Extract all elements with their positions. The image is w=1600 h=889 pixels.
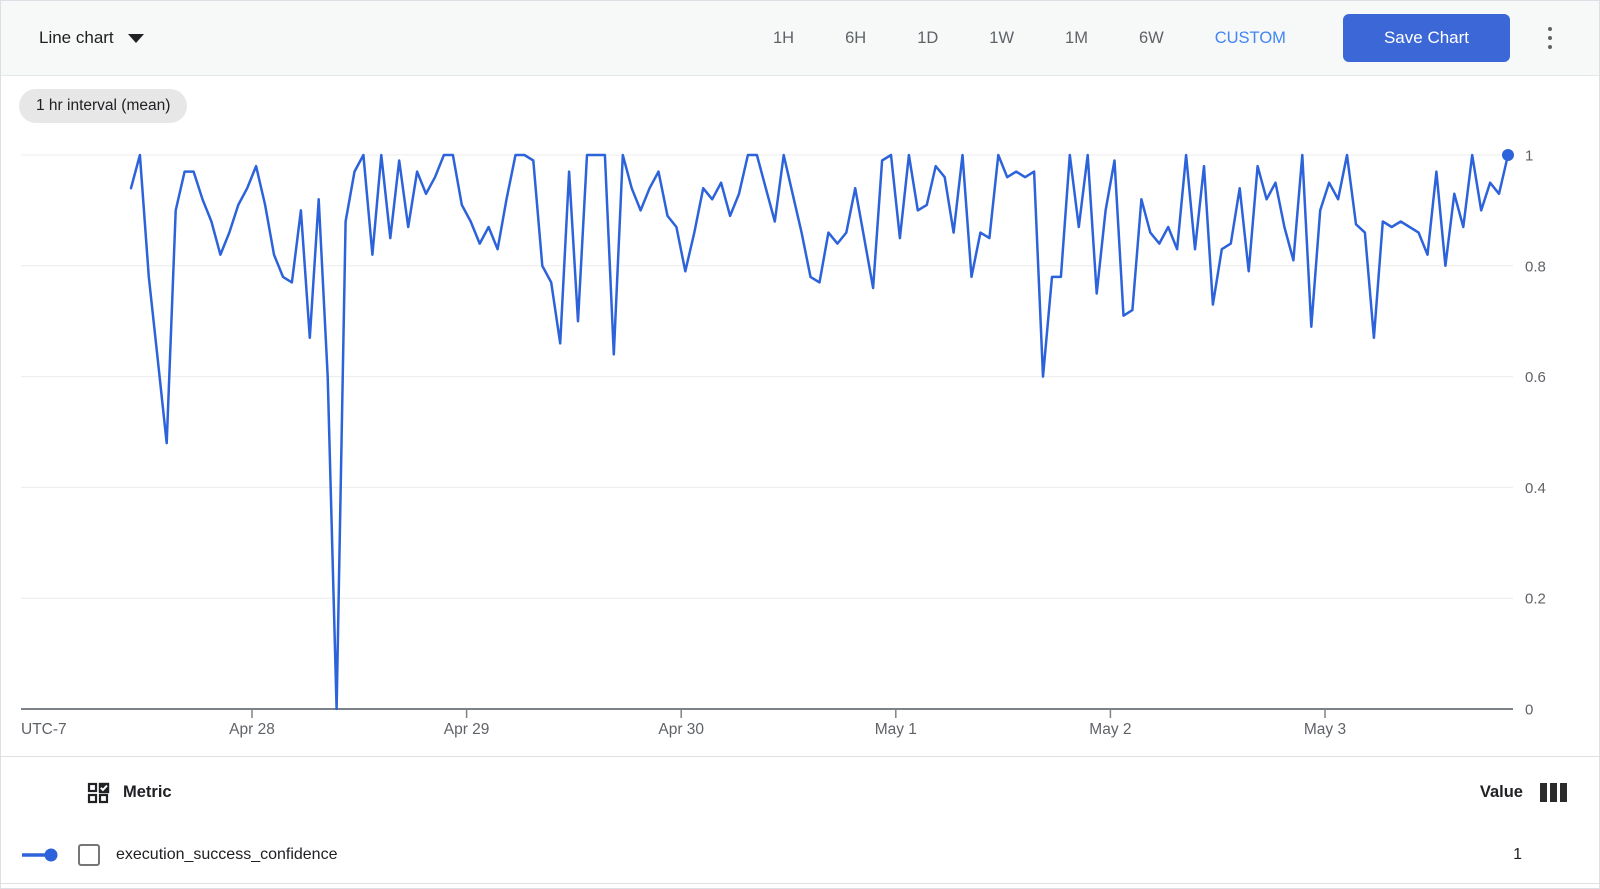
metric-column-header: Metric	[87, 757, 172, 827]
y-tick-label: 1	[1525, 148, 1533, 165]
y-tick-label: 0.4	[1525, 480, 1546, 497]
kebab-dot	[1547, 44, 1553, 50]
kebab-dot	[1547, 26, 1553, 32]
value-header-label: Value	[1479, 782, 1523, 801]
time-range-1h[interactable]: 1H	[773, 28, 795, 47]
time-range-6h[interactable]: 6H	[845, 28, 867, 47]
x-tick-label: May 2	[1089, 721, 1131, 738]
x-tick-label: Apr 30	[658, 721, 704, 738]
time-range-1d[interactable]: 1D	[917, 28, 939, 47]
metric-line-series	[129, 153, 1510, 711]
y-tick-label: 0.2	[1525, 591, 1546, 608]
time-range-1m[interactable]: 1M	[1065, 28, 1088, 47]
metric-icon	[87, 781, 110, 804]
time-range-6w[interactable]: 6W	[1138, 28, 1164, 47]
overflow-menu-button[interactable]	[1535, 1, 1565, 75]
columns-icon[interactable]	[1540, 782, 1567, 803]
chart-type-label: Line chart	[39, 28, 114, 47]
time-range-custom[interactable]: CUSTOM	[1214, 28, 1286, 47]
time-range-1w[interactable]: 1W	[989, 28, 1015, 47]
save-chart-button[interactable]: Save Chart	[1343, 14, 1510, 62]
y-tick-label: 0.6	[1525, 369, 1546, 386]
value-column-header: Value	[1480, 757, 1567, 827]
chart-toolbar: Line chart 1H 6H 1D 1W 1M 6W CUSTOM Save…	[1, 1, 1599, 76]
y-tick-label: 0.8	[1525, 258, 1546, 275]
x-tick-label: May 1	[875, 721, 917, 738]
legend-table-header: Metric Value	[1, 756, 1599, 828]
y-tick-label: 0	[1525, 702, 1533, 719]
chevron-down-icon	[127, 33, 144, 43]
metric-table-row[interactable]: execution_success_confidence 1	[1, 827, 1599, 884]
time-range-selector: 1H 6H 1D 1W 1M 6W CUSTOM	[773, 1, 1286, 75]
x-tick-label: May 3	[1304, 721, 1346, 738]
series-end-dot	[1501, 149, 1514, 161]
x-tick-label: Apr 29	[444, 721, 490, 738]
timezone-label: UTC-7	[21, 721, 67, 738]
metric-value: 1	[1513, 846, 1522, 863]
series-legend-mark	[21, 847, 59, 863]
interval-chip[interactable]: 1 hr interval (mean)	[19, 89, 188, 123]
metric-name: execution_success_confidence	[116, 846, 338, 863]
metric-checkbox[interactable]	[78, 844, 100, 866]
x-tick-label: Apr 28	[229, 721, 275, 738]
chart-type-dropdown[interactable]: Line chart	[39, 1, 144, 75]
kebab-dot	[1547, 35, 1553, 41]
metric-header-label: Metric	[123, 782, 172, 801]
